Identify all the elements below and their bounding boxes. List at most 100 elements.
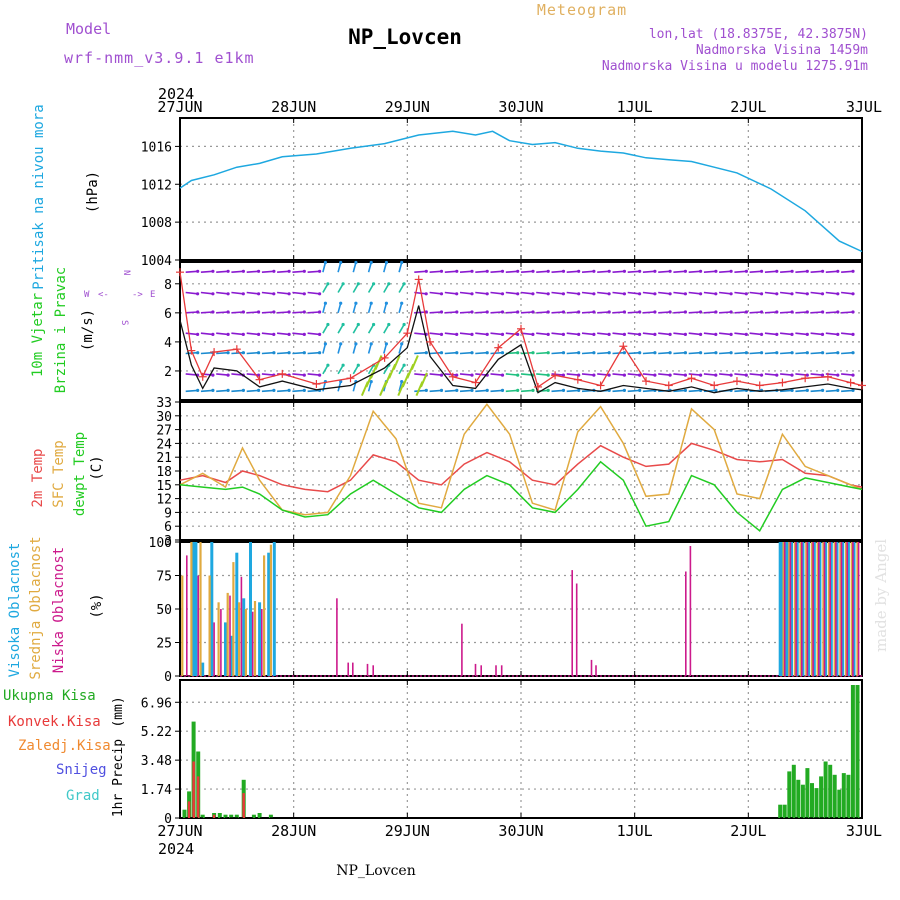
wind-arrow-head	[607, 310, 611, 314]
wind-arrow-head	[500, 351, 505, 355]
wind-arrow	[581, 270, 594, 273]
cloud-ytick-label: 100	[149, 536, 172, 551]
wind-arrow	[627, 332, 640, 336]
wind-arrow-head	[821, 351, 825, 355]
wind-arrow-head	[531, 310, 535, 314]
wind-arrow	[200, 311, 213, 314]
wind-arrow-head	[384, 301, 388, 305]
wind-arrow-head	[439, 269, 444, 273]
wind-arrow	[841, 332, 854, 336]
wind-arrow-head	[272, 269, 276, 273]
precip-total-bar	[855, 685, 860, 818]
wind-arrow-head	[820, 373, 825, 377]
cloud-high-bar	[258, 602, 262, 676]
model-elevation-text: Nadmorska Visina u modelu 1275.91m	[602, 59, 868, 74]
cloud-mid-bar	[805, 542, 808, 676]
wind-arrow-head	[424, 351, 428, 355]
wind-arrow-head	[821, 310, 825, 314]
wind-arrow-head	[729, 351, 733, 355]
wind-arrow-head	[302, 310, 306, 314]
wind-arrow	[459, 373, 473, 376]
wind-arrow	[322, 343, 327, 354]
wind-arrow	[459, 389, 473, 393]
wind-arrow-head	[668, 332, 672, 336]
wind-arrow	[367, 302, 372, 314]
wind-arrow-head	[516, 332, 520, 336]
wind-arrow	[277, 270, 290, 273]
wind-arrow	[246, 291, 259, 295]
wind-arrow-head	[516, 292, 520, 296]
wind-arrow	[261, 389, 274, 393]
wind-arrow	[429, 389, 442, 393]
precip-total-bar	[850, 685, 855, 818]
wind-arrow	[780, 311, 793, 314]
wind-arrow	[367, 324, 375, 334]
wind-arrow-head	[561, 373, 566, 377]
wind-arrow	[688, 270, 701, 273]
wind-arrow	[459, 332, 473, 336]
wind-arrow-head	[683, 332, 688, 336]
wind-arrow-head	[622, 373, 627, 377]
precip-total-bar	[257, 813, 262, 818]
wind-arrow-head	[729, 332, 733, 336]
wind-arrow	[566, 373, 579, 376]
wind-arrow	[307, 291, 320, 295]
cloud-low-bar	[795, 542, 797, 676]
wind-arrow	[392, 355, 401, 370]
wind-arrow	[261, 373, 274, 376]
wind-arrow-head	[226, 351, 230, 355]
wind-arrow	[597, 270, 610, 273]
cloud-mid-bar	[253, 601, 257, 676]
wind-arrow	[551, 311, 564, 314]
wind-arrow	[734, 389, 747, 393]
cloud-high-bar	[829, 542, 833, 676]
wind-arrow-head	[424, 269, 428, 273]
cloud-low-bar	[474, 663, 477, 676]
wind-arrow	[642, 373, 655, 376]
wind-arrow-head	[516, 269, 520, 273]
wind-arrow-head	[257, 388, 261, 392]
wind-arrow-head	[318, 332, 322, 336]
wind-arrow-head	[339, 380, 343, 384]
wind-arrow-head	[402, 363, 406, 367]
wind-arrow	[490, 332, 503, 336]
wind-arrow-head	[226, 310, 230, 314]
wind-arrow-head	[384, 342, 388, 346]
cloud-low-bar	[595, 665, 597, 676]
precip-total-bar	[846, 774, 851, 818]
precip-xday-label: 1JUL	[617, 822, 653, 840]
wind-arrow	[581, 373, 594, 376]
wind-arrow	[719, 291, 732, 295]
cloud-low-bar	[685, 571, 687, 676]
wind-arrow-head	[354, 260, 358, 265]
wind-arrow	[566, 351, 579, 355]
precip-total-bar	[182, 809, 187, 818]
cloud-mid-bar	[269, 544, 272, 676]
precip-conv-bar	[212, 814, 216, 818]
wind-unit: (m/s)	[80, 309, 96, 351]
wind-arrow-head	[760, 310, 764, 314]
cloud-mid-bar	[788, 542, 791, 676]
wind-arrow-head	[369, 260, 373, 265]
wind-arrow-head	[836, 332, 840, 336]
wind-arrow-head	[196, 292, 200, 296]
cloud-low-bar	[461, 623, 463, 676]
wind-arrow	[642, 311, 655, 314]
wind-arrow-head	[302, 332, 306, 336]
precip-conv-bar	[196, 776, 200, 818]
wind-arrow	[216, 389, 229, 393]
wind-arrow	[490, 270, 503, 273]
wind-arrow-head	[638, 269, 642, 273]
temp-ytick-label: 3	[164, 534, 172, 549]
wind-arrow-head	[302, 269, 306, 273]
cloud-low-bar	[500, 665, 503, 676]
wind-arrow	[688, 332, 701, 336]
wind-arrow	[246, 332, 259, 336]
wind-arrow	[825, 270, 838, 273]
wind-arrow-head	[257, 269, 261, 273]
wind-ylabel-2: Brzina i Pravac	[53, 267, 69, 393]
wind-arrow-head	[729, 373, 733, 377]
wind-arrow	[536, 311, 549, 314]
temp-ytick-label: 6	[164, 520, 172, 535]
wind-arrow	[612, 332, 625, 336]
